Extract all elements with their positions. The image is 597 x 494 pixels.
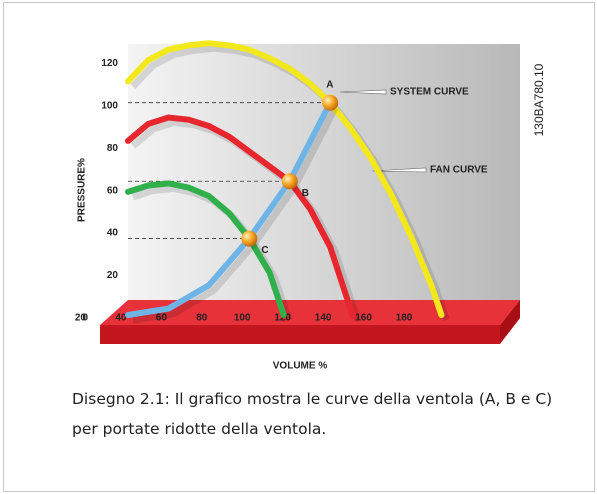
pointer [371, 167, 427, 173]
y-tick-label: 20 [107, 270, 119, 281]
x-tick-label: 120 [274, 313, 291, 324]
pointer [339, 89, 387, 95]
x-tick-label: 60 [156, 313, 168, 324]
curve-shadow [132, 106, 339, 324]
y-tick-label: 0 [82, 313, 88, 324]
y-axis-label: PRESSURE% [77, 158, 88, 222]
x-tick-label: 40 [115, 313, 127, 324]
point-label: C [261, 245, 268, 256]
curve [125, 40, 445, 318]
point-label: B [302, 188, 309, 199]
point-label: A [326, 79, 333, 90]
curve [125, 180, 287, 318]
x-tick-label: 100 [234, 313, 251, 324]
curve [125, 114, 356, 318]
x-tick-label: 140 [315, 313, 332, 324]
floor-top [100, 300, 520, 325]
x-tick-label: 160 [355, 313, 372, 324]
system-curve-label: SYSTEM CURVE [390, 87, 469, 98]
x-tick-label: 80 [196, 313, 208, 324]
y-tick-label: 40 [107, 228, 119, 239]
frame [3, 2, 595, 492]
x-tick-label: 20 [75, 313, 87, 324]
y-tick-label: 120 [101, 58, 118, 69]
operating-point [281, 173, 298, 190]
operating-point [241, 230, 258, 247]
x-tick-label: 180 [396, 313, 413, 324]
plot-background [128, 44, 520, 302]
y-tick-label: 80 [107, 143, 119, 154]
x-axis-label: VOLUME % [273, 361, 328, 372]
floor-front [100, 325, 500, 344]
chart: PRESSURE% VOLUME % 130BA780.10 SYSTEM CU… [75, 40, 546, 372]
y-tick-label: 100 [101, 100, 118, 111]
fan-curve-label: FAN CURVE [430, 165, 488, 176]
caption: Disegno 2.1: Il grafico mostra le curve … [72, 390, 553, 438]
operating-point [322, 94, 339, 111]
figure-id: 130BA780.10 [532, 63, 546, 136]
floor-side [500, 300, 520, 344]
y-tick-label: 60 [107, 185, 119, 196]
curve [125, 99, 334, 318]
